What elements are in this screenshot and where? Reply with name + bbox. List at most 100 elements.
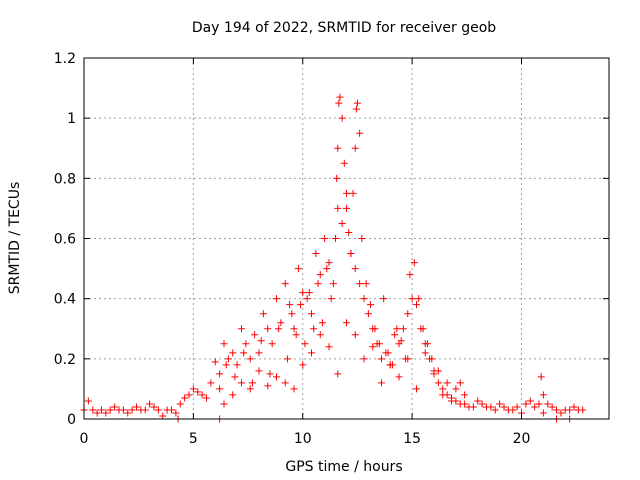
data-point bbox=[544, 400, 552, 408]
y-tick-label: 0.4 bbox=[54, 292, 76, 308]
data-point bbox=[216, 385, 224, 393]
data-point bbox=[352, 105, 360, 113]
data-point bbox=[343, 189, 350, 197]
data-point bbox=[168, 406, 175, 414]
tick-labels: 0 0.2 0.4 0.6 0.8 1 1.2 0 5 10 15 20 bbox=[54, 51, 531, 447]
y-tick-label: 0 bbox=[67, 412, 76, 428]
data-point bbox=[334, 370, 342, 378]
data-point bbox=[443, 379, 451, 387]
data-point bbox=[303, 295, 311, 303]
y-tick-label: 1 bbox=[67, 111, 76, 127]
data-point bbox=[474, 397, 482, 405]
data-point bbox=[513, 403, 521, 411]
data-point bbox=[321, 235, 329, 242]
data-point bbox=[176, 400, 184, 408]
data-point bbox=[491, 406, 499, 414]
data-point bbox=[251, 331, 259, 339]
data-point bbox=[410, 259, 418, 267]
data-point bbox=[329, 280, 337, 288]
data-point bbox=[268, 340, 276, 348]
data-point bbox=[345, 228, 353, 236]
data-point bbox=[102, 409, 110, 417]
data-point bbox=[347, 250, 355, 258]
data-point bbox=[423, 340, 431, 348]
data-point bbox=[308, 349, 315, 357]
data-point bbox=[537, 373, 545, 381]
data-point bbox=[333, 174, 341, 182]
data-point bbox=[415, 295, 423, 303]
data-point bbox=[367, 301, 375, 309]
data-point bbox=[220, 400, 228, 408]
data-point bbox=[413, 385, 420, 393]
data-point bbox=[351, 144, 359, 152]
data-point bbox=[194, 388, 202, 396]
data-point bbox=[316, 271, 324, 279]
y-tick-label: 0.8 bbox=[54, 171, 76, 187]
data-point bbox=[340, 159, 348, 167]
data-point bbox=[358, 235, 366, 242]
data-point bbox=[393, 325, 401, 333]
data-point bbox=[207, 379, 215, 387]
data-point bbox=[548, 403, 556, 411]
data-point bbox=[553, 406, 560, 414]
data-point bbox=[566, 406, 574, 414]
data-point bbox=[119, 406, 127, 414]
data-point bbox=[335, 99, 343, 107]
data-point bbox=[185, 391, 193, 399]
data-point bbox=[189, 385, 197, 393]
data-point bbox=[439, 385, 447, 393]
data-point bbox=[539, 391, 547, 399]
data-point bbox=[264, 382, 272, 390]
x-tick-label: 20 bbox=[513, 431, 531, 447]
data-point bbox=[531, 403, 539, 411]
data-point bbox=[334, 204, 342, 212]
data-point bbox=[375, 340, 383, 348]
data-point bbox=[371, 325, 379, 333]
data-point bbox=[259, 310, 267, 318]
data-point bbox=[391, 331, 399, 339]
data-point bbox=[111, 403, 119, 411]
data-point bbox=[238, 379, 245, 387]
data-point bbox=[154, 406, 162, 414]
data-point bbox=[286, 301, 294, 309]
data-point bbox=[288, 310, 296, 318]
data-point bbox=[369, 343, 377, 351]
data-point bbox=[305, 289, 313, 297]
data-point bbox=[281, 280, 289, 288]
data-point bbox=[343, 204, 350, 212]
data-point bbox=[229, 349, 237, 357]
data-point bbox=[146, 400, 154, 408]
data-point bbox=[246, 355, 254, 363]
data-point bbox=[238, 325, 245, 333]
data-point bbox=[141, 406, 149, 414]
data-point bbox=[292, 331, 300, 339]
data-point bbox=[277, 319, 285, 327]
data-point bbox=[421, 349, 429, 357]
data-point bbox=[406, 271, 414, 279]
data-point bbox=[434, 379, 442, 387]
data-point bbox=[229, 391, 237, 399]
data-point bbox=[266, 370, 274, 378]
data-point bbox=[273, 373, 280, 381]
y-tick-label: 0.6 bbox=[54, 232, 76, 248]
data-point bbox=[439, 391, 447, 399]
x-axis-label: GPS time / hours bbox=[285, 459, 402, 475]
data-point bbox=[106, 406, 114, 414]
data-point bbox=[159, 412, 167, 420]
data-point bbox=[448, 397, 455, 405]
data-point bbox=[323, 265, 331, 273]
data-point bbox=[386, 361, 394, 369]
data-point bbox=[325, 259, 333, 267]
data-point bbox=[430, 367, 438, 375]
data-point bbox=[299, 361, 307, 369]
data-point bbox=[264, 325, 272, 333]
x-tick-label: 5 bbox=[189, 431, 198, 447]
data-point bbox=[338, 219, 346, 227]
data-point bbox=[362, 280, 370, 288]
y-tick-label: 0.2 bbox=[54, 352, 76, 368]
data-point bbox=[198, 391, 206, 399]
data-point bbox=[456, 379, 464, 387]
data-point bbox=[356, 129, 364, 137]
data-point bbox=[89, 406, 97, 414]
data-point bbox=[93, 409, 101, 417]
